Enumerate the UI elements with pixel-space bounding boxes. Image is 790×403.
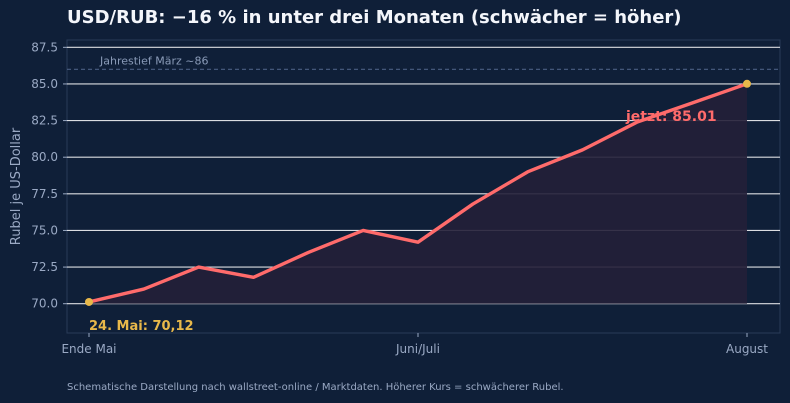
y-tick-label: 75.0	[31, 223, 58, 237]
y-axis-label: Rubel je US-Dollar	[9, 127, 24, 245]
x-tick-label: Juni/Juli	[395, 342, 440, 356]
end-annotation: jetzt: 85.01	[625, 109, 717, 125]
y-tick-label: 72.5	[31, 260, 58, 274]
series-line	[87, 82, 749, 304]
endpoint-marker	[743, 79, 751, 88]
area-fill	[89, 83, 747, 304]
y-tick-label: 70.0	[31, 297, 58, 311]
y-tick-label: 82.5	[31, 114, 58, 128]
chart-title: USD/RUB: −16 % in unter drei Monaten (sc…	[67, 7, 682, 28]
x-tick-label: August	[726, 342, 768, 356]
y-tick-label: 80.0	[31, 150, 58, 164]
y-tick-label: 77.5	[31, 187, 58, 201]
chart-footnote: Schematische Darstellung nach wallstreet…	[67, 382, 564, 393]
start-annotation: 24. Mai: 70,12	[89, 319, 194, 334]
plot-frame	[66, 39, 781, 334]
y-tick-label: 87.5	[31, 40, 58, 54]
y-tick-label: 85.0	[31, 77, 58, 91]
endpoint-marker	[85, 297, 93, 306]
x-tick-label: Ende Mai	[61, 342, 116, 356]
reference-line-label: Jahrestief März ~86	[99, 54, 208, 67]
